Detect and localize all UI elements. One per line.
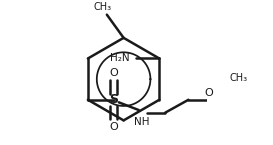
Text: H₂N: H₂N xyxy=(110,54,130,64)
Text: O: O xyxy=(109,68,118,78)
Text: O: O xyxy=(205,88,213,98)
Text: CH₃: CH₃ xyxy=(230,73,248,83)
Text: NH: NH xyxy=(134,117,150,127)
Text: S: S xyxy=(109,93,118,106)
Text: O: O xyxy=(109,122,118,132)
Text: CH₃: CH₃ xyxy=(94,2,112,12)
